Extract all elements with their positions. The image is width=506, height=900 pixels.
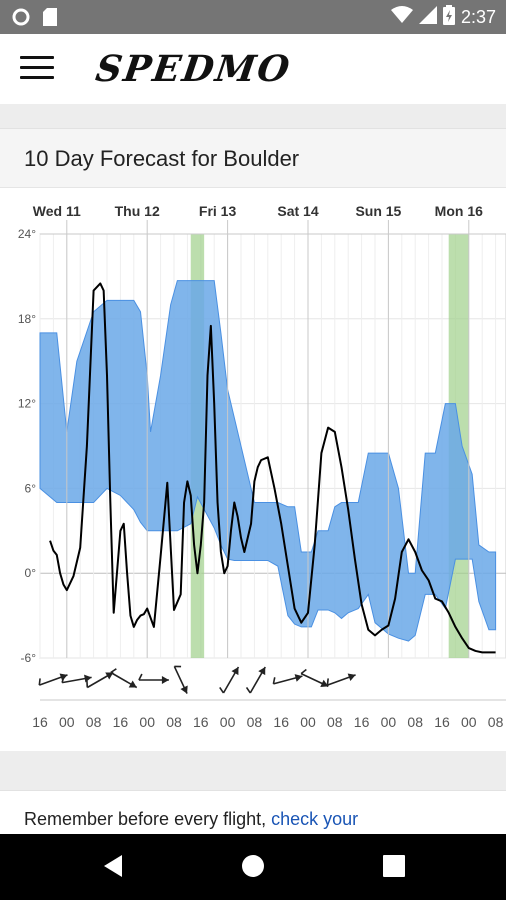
- temperature-line: [49, 282, 496, 654]
- temperature-range-band: [39, 280, 497, 642]
- wind-arrow-icon: [110, 668, 138, 689]
- x-tick-label: 00: [220, 714, 236, 730]
- wind-arrow-barb: [245, 686, 251, 694]
- day-label: Thu 12: [115, 203, 160, 219]
- wind-arrow-head: [258, 667, 266, 676]
- wind-arrow-head: [161, 676, 169, 684]
- x-tick-label: 16: [273, 714, 289, 730]
- wind-arrow-icon: [219, 666, 240, 694]
- battery-charging-icon: [442, 5, 455, 30]
- wind-arrow-icon: [326, 673, 356, 686]
- reminder-text: Remember before every flight, check your: [24, 809, 358, 830]
- wind-arrow-barb: [38, 678, 41, 686]
- forecast-card-header: 10 Day Forecast for Boulder: [0, 129, 506, 188]
- wind-arrow-head: [294, 674, 303, 682]
- wind-arrow-head: [128, 680, 137, 688]
- wind-arrow-head: [105, 672, 114, 680]
- y-tick-label: -6°: [21, 651, 37, 665]
- day-label: Fri 13: [199, 203, 237, 219]
- day-label: Sun 15: [355, 203, 401, 219]
- wind-arrow-head: [59, 673, 68, 682]
- forecast-chart[interactable]: 24° 18° 12° 6° 0° -6° Wed 11 Thu 12 Fri 13 Sat 14…: [0, 188, 506, 748]
- forecast-card: 10 Day Forecast for Boulder 24° 18° 12° 6° 0…: [0, 128, 506, 751]
- status-bar: 2:37: [0, 0, 506, 34]
- x-tick-label: 08: [247, 714, 263, 730]
- recents-icon[interactable]: [383, 855, 405, 882]
- x-tick-label: 16: [193, 714, 209, 730]
- x-tick-label: 08: [327, 714, 343, 730]
- wind-arrow-barb: [138, 673, 143, 681]
- wind-arrow-head: [180, 685, 188, 694]
- wind-arrow-head: [84, 674, 92, 683]
- x-tick-label: 16: [32, 714, 48, 730]
- back-icon[interactable]: [102, 854, 124, 883]
- wind-arrow-icon: [272, 674, 303, 685]
- wind-arrow-head: [347, 673, 356, 682]
- x-tick-label: 00: [59, 714, 75, 730]
- wind-arrow-barb: [272, 677, 276, 685]
- wind-arrow-barb: [300, 668, 307, 675]
- wind-arrow-icon: [138, 673, 169, 684]
- forecast-title: 10 Day Forecast for Boulder: [24, 146, 300, 171]
- wind-arrow-head: [320, 679, 329, 688]
- y-tick-label: 6°: [25, 481, 37, 495]
- sd-card-icon: [42, 7, 58, 32]
- wind-arrow-icon: [300, 668, 329, 688]
- x-tick-label: 16: [113, 714, 129, 730]
- wind-arrow-barb: [61, 675, 65, 683]
- y-tick-label: 0°: [25, 566, 37, 580]
- clock-time: 2:37: [460, 7, 496, 27]
- x-tick-label: 00: [139, 714, 155, 730]
- day-label: Mon 16: [435, 203, 483, 219]
- y-tick-label: 24°: [18, 227, 36, 241]
- wind-arrow-barb: [86, 680, 89, 688]
- day-label: Wed 11: [33, 203, 81, 219]
- y-tick-label: 12°: [18, 397, 36, 411]
- x-tick-label: 08: [488, 714, 504, 730]
- reminder-text-body: Remember before every flight,: [24, 809, 272, 829]
- check-your-link[interactable]: check your: [271, 809, 359, 829]
- x-tick-label: 00: [461, 714, 477, 730]
- x-tick-label: 16: [434, 714, 450, 730]
- menu-icon[interactable]: [20, 56, 54, 82]
- app-logo: SPEDMO: [93, 48, 294, 90]
- wind-arrow-icon: [245, 666, 266, 694]
- wind-arrow-barb: [326, 678, 329, 686]
- circle-notification-icon: [12, 8, 30, 31]
- wind-arrow-icon: [173, 665, 188, 694]
- app-bar: SPEDMO: [0, 34, 506, 104]
- x-tick-label: 08: [166, 714, 182, 730]
- x-tick-label: 00: [381, 714, 397, 730]
- x-tick-label: 16: [354, 714, 370, 730]
- home-icon[interactable]: [241, 854, 265, 883]
- wind-arrow-icon: [38, 673, 68, 686]
- wind-arrow-head: [231, 667, 239, 676]
- day-label: Sat 14: [277, 203, 318, 219]
- wind-arrow-icon: [86, 671, 114, 689]
- wind-arrow-barb: [174, 665, 182, 668]
- navigation-bar: [0, 834, 506, 900]
- wind-arrow-barb: [110, 668, 117, 674]
- wind-arrow-barb: [219, 686, 225, 694]
- x-tick-label: 08: [86, 714, 102, 730]
- wind-arrow-icon: [61, 674, 92, 684]
- signal-icon: [418, 6, 437, 29]
- y-tick-label: 18°: [18, 312, 36, 326]
- reminder-card: Remember before every flight, check your: [0, 790, 506, 841]
- x-tick-label: 08: [407, 714, 423, 730]
- wifi-icon: [390, 6, 413, 29]
- x-tick-label: 00: [300, 714, 316, 730]
